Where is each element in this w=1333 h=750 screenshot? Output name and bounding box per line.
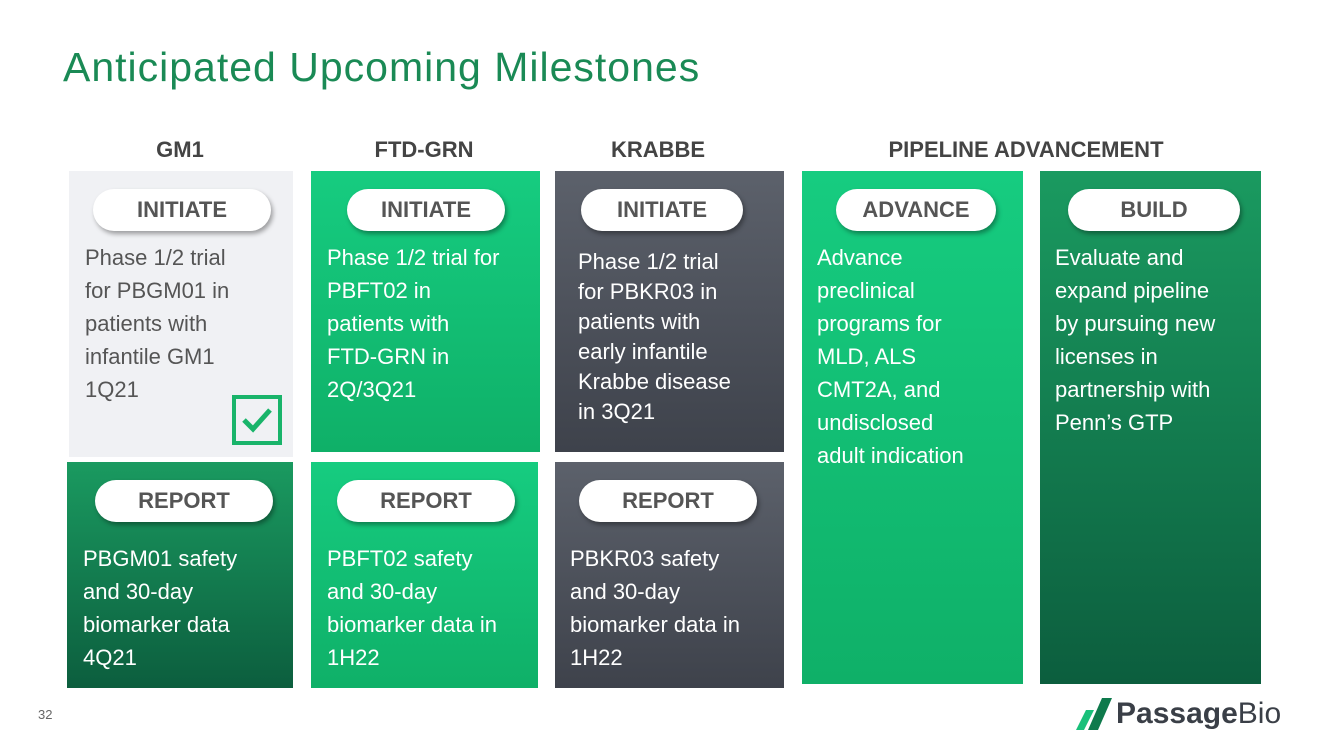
column-header: KRABBE <box>610 137 706 162</box>
milestone-card: INITIATE Phase 1/2 trial for PBKR03 in pati… <box>555 171 784 452</box>
milestone-text: and 30-day <box>570 579 681 604</box>
logo-text: Bio <box>1237 697 1282 730</box>
milestone-card: REPORT PBKR03 safety and 30-day biomarker d… <box>555 462 784 688</box>
check-icon <box>232 395 282 445</box>
milestone-text: 2Q/3Q21 <box>327 377 417 402</box>
milestone-text: PBKR03 safety <box>570 546 720 571</box>
milestone-text: 1H22 <box>570 645 623 670</box>
milestone-label: REPORT <box>579 480 757 522</box>
milestone-card: BUILD Evaluate and expand pipeline by pursu… <box>1040 171 1261 684</box>
milestone-label: ADVANCE <box>836 189 996 231</box>
milestone-text: Phase 1/2 trial for <box>327 245 500 270</box>
milestone-text: biomarker data in <box>327 612 497 637</box>
milestone-text: Evaluate and <box>1055 245 1184 270</box>
milestone-card: INITIATE Phase 1/2 trial for PBFT02 in pati… <box>311 171 540 452</box>
milestone-text: by pursuing new <box>1055 311 1216 336</box>
milestone-text: undisclosed <box>817 410 934 435</box>
milestone-text: PBGM01 safety <box>83 546 238 571</box>
milestone-label: INITIATE <box>581 189 743 231</box>
milestone-text: 1H22 <box>327 645 380 670</box>
milestone-text: and 30-day <box>83 579 194 604</box>
milestone-text: CMT2A, and <box>817 377 941 402</box>
milestone-text: Phase 1/2 trial <box>85 245 226 270</box>
milestone-text: biomarker data in <box>570 612 740 637</box>
milestone-text: and 30-day <box>327 579 438 604</box>
column-header: GM1 <box>156 137 204 162</box>
logo: Passage Bio <box>1072 694 1281 734</box>
milestone-text: adult indication <box>817 443 964 468</box>
milestone-text: for PBGM01 in <box>85 278 230 303</box>
milestone-text: patients with <box>85 311 208 336</box>
milestone-card: ADVANCE Advance preclinical programs for MLD… <box>802 171 1023 684</box>
milestone-label: BUILD <box>1068 189 1240 231</box>
milestone-text: Phase 1/2 trial <box>578 249 719 274</box>
milestone-text: expand pipeline <box>1055 278 1210 303</box>
milestone-text: FTD-GRN in <box>327 344 450 369</box>
milestone-text: Penn’s GTP <box>1055 410 1174 435</box>
milestone-text: 1Q21 <box>85 377 139 402</box>
milestone-text: 4Q21 <box>83 645 137 670</box>
milestone-text: patients with <box>578 309 701 334</box>
milestone-card: INITIATE Phase 1/2 trial for PBGM01 in pati… <box>69 171 293 457</box>
milestone-text: early infantile <box>578 339 708 364</box>
milestone-text: in 3Q21 <box>578 399 656 424</box>
column-header: FTD-GRN <box>374 137 474 162</box>
milestone-text: Krabbe disease <box>578 369 731 394</box>
milestone-text: licenses in <box>1055 344 1158 369</box>
milestone-label: REPORT <box>337 480 515 522</box>
milestone-text: patients with <box>327 311 450 336</box>
milestone-text: Advance <box>817 245 903 270</box>
milestone-text: partnership with <box>1055 377 1211 402</box>
milestone-text: PBFT02 safety <box>327 546 473 571</box>
milestone-text: infantile GM1 <box>85 344 215 369</box>
milestone-card: REPORT PBFT02 safety and 30-day biomarker d… <box>311 462 538 688</box>
logo-text: Passage <box>1116 697 1238 730</box>
milestone-text: programs for <box>817 311 942 336</box>
milestone-text: for PBKR03 in <box>578 279 718 304</box>
page-number: 32 <box>38 707 53 722</box>
milestone-text: MLD, ALS <box>817 344 917 369</box>
column-header: PIPELINE ADVANCEMENT <box>888 137 1164 162</box>
milestone-text: preclinical <box>817 278 915 303</box>
milestone-card: REPORT PBGM01 safety and 30-day biomarker d… <box>67 462 293 688</box>
slide-title: Anticipated Upcoming Milestones <box>63 44 701 90</box>
milestone-text: biomarker data <box>83 612 230 637</box>
milestone-text: PBFT02 in <box>327 278 431 303</box>
milestone-label: REPORT <box>95 480 273 522</box>
logo-icon <box>1076 698 1112 730</box>
milestone-label: INITIATE <box>93 189 271 231</box>
milestone-label: INITIATE <box>347 189 505 231</box>
